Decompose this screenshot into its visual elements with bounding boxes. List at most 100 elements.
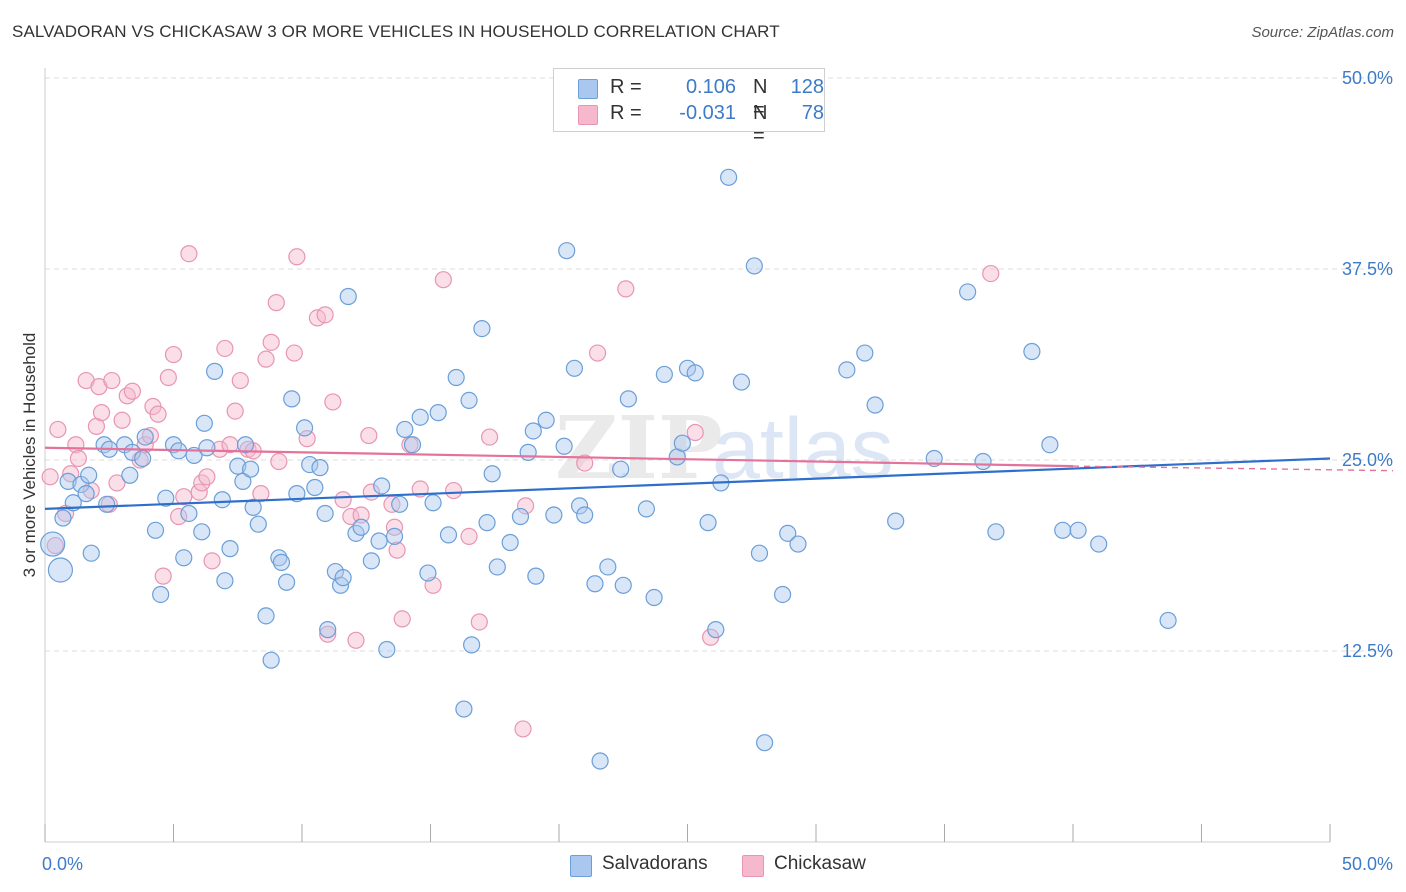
legend-r-label: R = — [610, 76, 642, 98]
salvadorans-point — [545, 506, 563, 524]
chickasaw-point — [516, 497, 535, 515]
chickasaw-point — [360, 426, 378, 445]
salvadorans-point — [54, 509, 72, 527]
salvadorans-point — [755, 734, 774, 752]
chickasaw-point — [285, 344, 303, 362]
y-tick-label: 50.0% — [1342, 68, 1393, 88]
bottom-legend-label: Salvadorans — [602, 853, 708, 874]
salvadorans-point — [301, 455, 319, 474]
salvadorans-point — [745, 257, 763, 275]
chickasaw-point — [257, 350, 275, 368]
salvadorans-point — [591, 752, 609, 770]
chickasaw-point — [385, 518, 404, 536]
chickasaw-point — [270, 452, 288, 471]
salvadorans-point — [378, 640, 396, 659]
source-label: Source: ZipAtlas.com — [1251, 24, 1394, 41]
salvadorans-point — [249, 515, 267, 533]
legend-n-label: N = — [753, 76, 768, 121]
legend: R = 0.106 N = 128 R = -0.031 N = 78 — [553, 68, 825, 147]
salvadorans-point — [478, 514, 496, 532]
legend-n-value: 78 — [801, 102, 824, 124]
salvadorans-point — [707, 621, 725, 639]
salvadorans-point — [887, 512, 905, 530]
salvadorans-point — [334, 569, 352, 587]
salvadorans-point — [699, 514, 717, 532]
blue-swatch — [570, 855, 592, 877]
salvadorans-point — [773, 585, 792, 604]
salvadorans-point — [152, 585, 170, 604]
salvadorans-point — [221, 540, 239, 558]
salvadorans-point — [277, 573, 296, 591]
chickasaw-point — [216, 339, 234, 358]
salvadorans-point — [429, 404, 447, 422]
chickasaw-point — [211, 440, 229, 458]
salvadorans-point — [1041, 436, 1059, 454]
legend-r-label: R = — [610, 102, 642, 124]
chickasaw-point — [470, 613, 488, 631]
salvadorans-point — [789, 535, 807, 553]
salvadorans-point — [447, 368, 465, 387]
salvadorans-point — [157, 489, 175, 507]
salvadorans-point — [229, 457, 247, 475]
salvadorans-point — [352, 518, 370, 536]
salvadorans-point — [257, 607, 275, 625]
salvadorans-point — [216, 572, 234, 590]
salvadorans-point — [483, 465, 501, 483]
chickasaw-trend-extension — [1072, 465, 1394, 472]
chickasaw-point — [226, 402, 244, 420]
chart-title: SALVADORAN VS CHICKASAW 3 OR MORE VEHICL… — [12, 22, 780, 41]
salvadorans-points — [40, 168, 1177, 770]
salvadorans-point — [77, 485, 95, 503]
chickasaw-point — [262, 333, 280, 351]
chickasaw-point — [175, 488, 193, 506]
chickasaw-point — [170, 507, 188, 526]
legend-n-value: 128 — [790, 76, 824, 98]
salvadorans-point — [599, 558, 617, 576]
chickasaw-point — [46, 536, 64, 555]
salvadorans-point — [524, 422, 542, 440]
salvadorans-point — [527, 567, 545, 585]
chickasaw-point — [514, 720, 532, 738]
legend-n-label: N = — [753, 102, 768, 147]
salvadorans-point — [236, 436, 255, 454]
salvadorans-point — [262, 651, 280, 669]
salvadorans-point — [519, 443, 537, 461]
chickasaw-point — [576, 454, 594, 472]
chickasaw-point — [49, 420, 67, 439]
salvadorans-point — [98, 495, 116, 513]
salvadorans-point — [439, 526, 458, 544]
chickasaw-point — [69, 449, 88, 468]
salvadorans-point — [460, 391, 478, 410]
chickasaw-trend-line — [44, 446, 1074, 468]
salvadorans-point — [779, 524, 797, 542]
salvadorans-point — [619, 390, 637, 408]
salvadorans-point — [411, 408, 429, 426]
salvadorans-point — [391, 495, 409, 513]
salvadorans-point — [511, 507, 530, 526]
chickasaw-point — [164, 345, 183, 364]
salvadorans-point — [686, 364, 704, 382]
chickasaw-point — [118, 387, 136, 405]
salvadorans-point — [987, 523, 1005, 541]
chickasaw-point — [388, 541, 406, 559]
y-tick-label: 12.5% — [1342, 641, 1393, 661]
salvadorans-point — [565, 359, 584, 377]
salvadorans-point — [558, 242, 576, 260]
axes — [44, 68, 1331, 843]
chickasaw-point — [617, 280, 635, 298]
chickasaw-point — [298, 430, 316, 448]
chickasaw-point — [159, 368, 177, 387]
salvadorans-point — [339, 287, 357, 306]
salvadorans-point — [270, 549, 288, 567]
salvadorans-point — [283, 390, 301, 408]
salvadorans-point — [193, 523, 211, 541]
salvadorans-point — [537, 411, 555, 429]
chickasaw-point — [319, 625, 337, 643]
salvadorans-point — [82, 544, 100, 562]
salvadorans-point — [403, 436, 422, 454]
salvadorans-point — [40, 531, 66, 557]
salvadorans-point — [134, 449, 152, 468]
legend-r-value: -0.031 — [679, 102, 736, 124]
chickasaw-point — [113, 411, 131, 429]
chickasaw-points — [41, 245, 1000, 738]
